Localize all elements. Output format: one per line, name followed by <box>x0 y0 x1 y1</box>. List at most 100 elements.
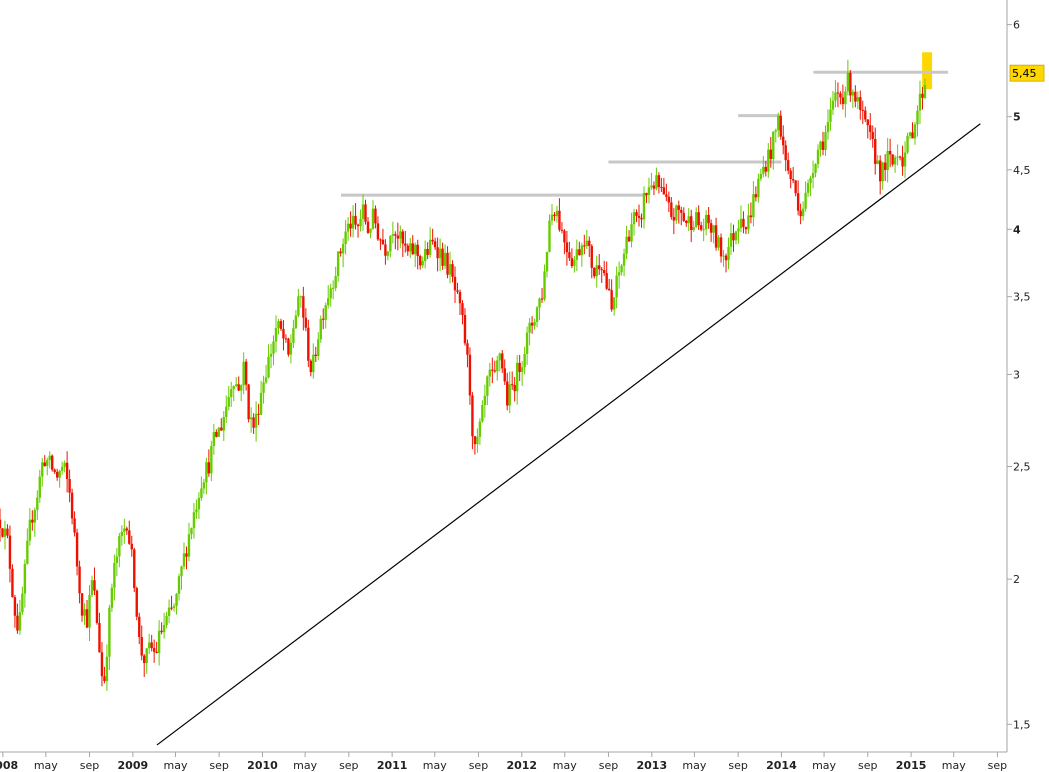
candle-body <box>123 528 126 532</box>
candle-body <box>558 210 561 230</box>
candle-body <box>135 588 138 617</box>
candle-body <box>511 384 514 386</box>
candle-body <box>254 413 258 428</box>
candle-body <box>195 509 198 513</box>
candle-body <box>36 497 39 510</box>
candle-body <box>667 196 671 203</box>
candle-body <box>394 234 397 236</box>
candle-body <box>891 154 894 165</box>
candle-body <box>324 305 327 320</box>
candle-body <box>916 110 919 125</box>
candle-body <box>473 436 477 445</box>
candle-body <box>672 216 676 221</box>
candle-body <box>744 226 748 230</box>
x-tick-label: may <box>682 759 706 772</box>
candle-body <box>16 615 19 631</box>
candle-body <box>21 593 24 613</box>
candle-body <box>463 314 467 344</box>
candle-body <box>277 321 280 329</box>
candle-body <box>145 648 148 664</box>
x-tick-label: 2011 <box>377 759 408 772</box>
candle-body <box>528 322 531 333</box>
candle-body <box>903 152 907 167</box>
candle-body <box>421 261 424 266</box>
candle-body <box>416 244 419 257</box>
candle-body <box>719 237 723 257</box>
x-tick-label: 2010 <box>247 759 278 772</box>
candle-body <box>46 460 49 466</box>
y-tick-label: 4,5 <box>1013 164 1031 177</box>
candle-body <box>518 362 521 372</box>
candle-body <box>856 97 860 102</box>
candle-body <box>851 91 855 96</box>
candle-body <box>423 248 427 262</box>
x-tick-label: sep <box>599 759 618 772</box>
candle-body <box>846 72 850 92</box>
last-price-label: 5,45 <box>1012 67 1037 80</box>
y-tick-label: 3 <box>1013 368 1020 381</box>
candle-body <box>660 187 663 189</box>
candle-body <box>95 590 99 623</box>
candle-body <box>98 622 101 653</box>
candle-body <box>612 297 616 310</box>
candle-body <box>237 384 240 391</box>
candle-body <box>108 607 111 657</box>
last-price-marker[interactable]: 5,45 <box>1009 64 1045 82</box>
candle-body <box>578 249 581 256</box>
candle-body <box>508 384 511 406</box>
candle-body <box>732 233 735 241</box>
candle-body <box>635 212 638 216</box>
candle-body <box>192 512 196 529</box>
candle-body <box>801 208 805 217</box>
x-tick-label: sep <box>469 759 488 772</box>
candle-body <box>876 160 879 164</box>
candle-body <box>85 609 89 628</box>
candle-body <box>520 367 524 372</box>
candle-body <box>180 566 183 577</box>
candle-body <box>409 243 412 252</box>
candle-body <box>215 432 218 437</box>
candle-body <box>782 136 785 146</box>
candle-body <box>824 132 827 150</box>
candle-body <box>704 214 708 230</box>
candle-body <box>742 218 745 227</box>
candle-body <box>603 270 606 274</box>
candle-body <box>232 386 235 390</box>
candle-body <box>888 150 892 155</box>
candle-body <box>878 160 882 182</box>
candle-body <box>538 298 541 308</box>
candle-body <box>389 235 392 252</box>
candle-body <box>53 469 56 472</box>
candle-body <box>269 353 273 357</box>
candle-body <box>93 580 96 591</box>
candle-body <box>637 215 641 218</box>
candle-body <box>573 259 576 267</box>
candle-body <box>481 404 484 422</box>
candle-body <box>819 141 822 150</box>
candle-body <box>466 343 469 355</box>
x-tick-label: 2012 <box>506 759 537 772</box>
candle-body <box>317 339 320 356</box>
candle-body <box>143 655 146 664</box>
candle-body <box>11 568 14 598</box>
candle-body <box>327 298 330 306</box>
candle-body <box>336 251 340 277</box>
candle-body <box>854 91 857 102</box>
trendline <box>156 123 981 746</box>
x-tick-label: sep <box>80 759 99 772</box>
candle-body <box>177 576 181 594</box>
candle-body <box>115 556 119 564</box>
candle-body <box>436 247 439 259</box>
x-tick-label: sep <box>858 759 877 772</box>
last-price-badge[interactable] <box>1009 64 1045 82</box>
candle-body <box>51 455 54 470</box>
candle-body <box>630 224 633 242</box>
candle-body <box>811 172 815 178</box>
candle-body <box>78 566 81 594</box>
candle-body <box>110 587 114 608</box>
candle-body <box>152 648 156 652</box>
candle-body <box>503 368 506 382</box>
candle-body <box>379 239 382 241</box>
candle-body <box>433 241 437 248</box>
candle-body <box>560 229 564 231</box>
